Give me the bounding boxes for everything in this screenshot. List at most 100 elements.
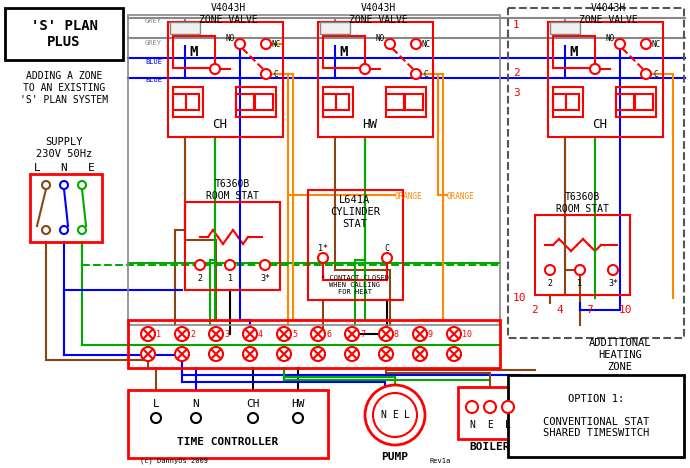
Text: NC: NC <box>271 39 281 49</box>
Bar <box>548 22 663 137</box>
Text: 10: 10 <box>462 329 472 338</box>
Text: C: C <box>384 243 389 253</box>
Text: NO: NO <box>226 34 235 43</box>
Circle shape <box>413 347 427 361</box>
Text: E: E <box>487 420 493 430</box>
Circle shape <box>42 226 50 234</box>
Circle shape <box>385 39 395 49</box>
Circle shape <box>243 347 257 361</box>
Text: E: E <box>392 410 398 420</box>
Circle shape <box>311 347 325 361</box>
Circle shape <box>243 327 257 341</box>
Text: L: L <box>152 399 159 409</box>
Bar <box>186 94 199 110</box>
Circle shape <box>411 69 421 79</box>
Text: M: M <box>190 45 198 59</box>
Text: L   N   E: L N E <box>34 163 95 173</box>
Text: N: N <box>380 410 386 420</box>
Bar <box>336 94 349 110</box>
Circle shape <box>447 327 461 341</box>
Circle shape <box>277 327 291 341</box>
Text: ORANGE: ORANGE <box>395 191 423 200</box>
Circle shape <box>545 265 555 275</box>
Circle shape <box>293 413 303 423</box>
Text: M: M <box>570 45 578 59</box>
Text: T6360B
ROOM STAT: T6360B ROOM STAT <box>555 192 609 214</box>
Circle shape <box>210 64 220 74</box>
Circle shape <box>379 347 393 361</box>
Circle shape <box>141 327 155 341</box>
Circle shape <box>311 327 325 341</box>
Circle shape <box>78 226 86 234</box>
Text: GREY: GREY <box>145 18 162 24</box>
Circle shape <box>248 413 258 423</box>
Circle shape <box>318 253 328 263</box>
Bar <box>508 8 684 338</box>
Text: 9: 9 <box>428 329 433 338</box>
Text: 7: 7 <box>586 305 593 315</box>
Circle shape <box>575 265 585 275</box>
Text: 10: 10 <box>513 293 526 303</box>
Text: PUMP: PUMP <box>382 452 408 462</box>
Text: CH: CH <box>246 399 259 409</box>
Bar <box>173 94 186 110</box>
Circle shape <box>78 181 86 189</box>
Text: 1*: 1* <box>318 243 328 253</box>
Bar <box>255 94 273 110</box>
Text: CH: CH <box>593 117 607 131</box>
Circle shape <box>260 260 270 270</box>
Text: V4043H
ZONE VALVE: V4043H ZONE VALVE <box>348 3 407 25</box>
Circle shape <box>277 347 291 361</box>
Text: 2: 2 <box>513 68 520 78</box>
Text: BLUE: BLUE <box>145 59 162 65</box>
Bar <box>128 15 500 325</box>
Bar <box>320 22 350 34</box>
Bar <box>236 87 276 117</box>
Circle shape <box>379 327 393 341</box>
Text: 1: 1 <box>228 273 233 283</box>
Text: 3*: 3* <box>608 278 618 287</box>
Bar <box>5 8 123 60</box>
Text: 5: 5 <box>292 329 297 338</box>
Text: ORANGE: ORANGE <box>447 191 475 200</box>
Circle shape <box>447 347 461 361</box>
Bar <box>168 22 283 137</box>
Text: 3*: 3* <box>260 273 270 283</box>
Text: 1: 1 <box>156 329 161 338</box>
Text: OPTION 1:

CONVENTIONAL STAT
SHARED TIMESWITCH: OPTION 1: CONVENTIONAL STAT SHARED TIMES… <box>543 394 649 439</box>
Bar <box>323 94 336 110</box>
Circle shape <box>413 327 427 341</box>
Circle shape <box>360 64 370 74</box>
Bar <box>535 215 630 295</box>
Text: 4: 4 <box>557 305 563 315</box>
Bar <box>508 375 684 457</box>
Bar <box>173 36 215 68</box>
Circle shape <box>411 39 421 49</box>
Text: NO: NO <box>605 34 615 43</box>
Text: 3: 3 <box>224 329 229 338</box>
Bar <box>616 87 656 117</box>
Text: (c) DannyOs 2009: (c) DannyOs 2009 <box>140 458 208 464</box>
Text: 3: 3 <box>513 88 520 98</box>
Text: 2: 2 <box>531 305 538 315</box>
Text: 6: 6 <box>326 329 331 338</box>
Circle shape <box>365 385 425 445</box>
Text: TIME CONTROLLER: TIME CONTROLLER <box>177 437 279 447</box>
Circle shape <box>590 64 600 74</box>
Bar <box>308 190 403 300</box>
Bar <box>405 94 423 110</box>
Bar <box>566 94 579 110</box>
Bar <box>458 387 522 439</box>
Text: 1: 1 <box>513 20 520 30</box>
Text: V4043H
ZONE VALVE: V4043H ZONE VALVE <box>579 3 638 25</box>
Text: L641A
CYLINDER
STAT: L641A CYLINDER STAT <box>330 196 380 228</box>
Text: ADDITIONAL
HEATING
ZONE: ADDITIONAL HEATING ZONE <box>589 338 651 372</box>
Bar <box>553 36 595 68</box>
Bar <box>236 94 254 110</box>
Text: L: L <box>505 420 511 430</box>
Text: 7: 7 <box>360 329 365 338</box>
Bar <box>30 174 102 242</box>
Bar <box>173 87 203 117</box>
Circle shape <box>502 401 514 413</box>
Circle shape <box>641 39 651 49</box>
